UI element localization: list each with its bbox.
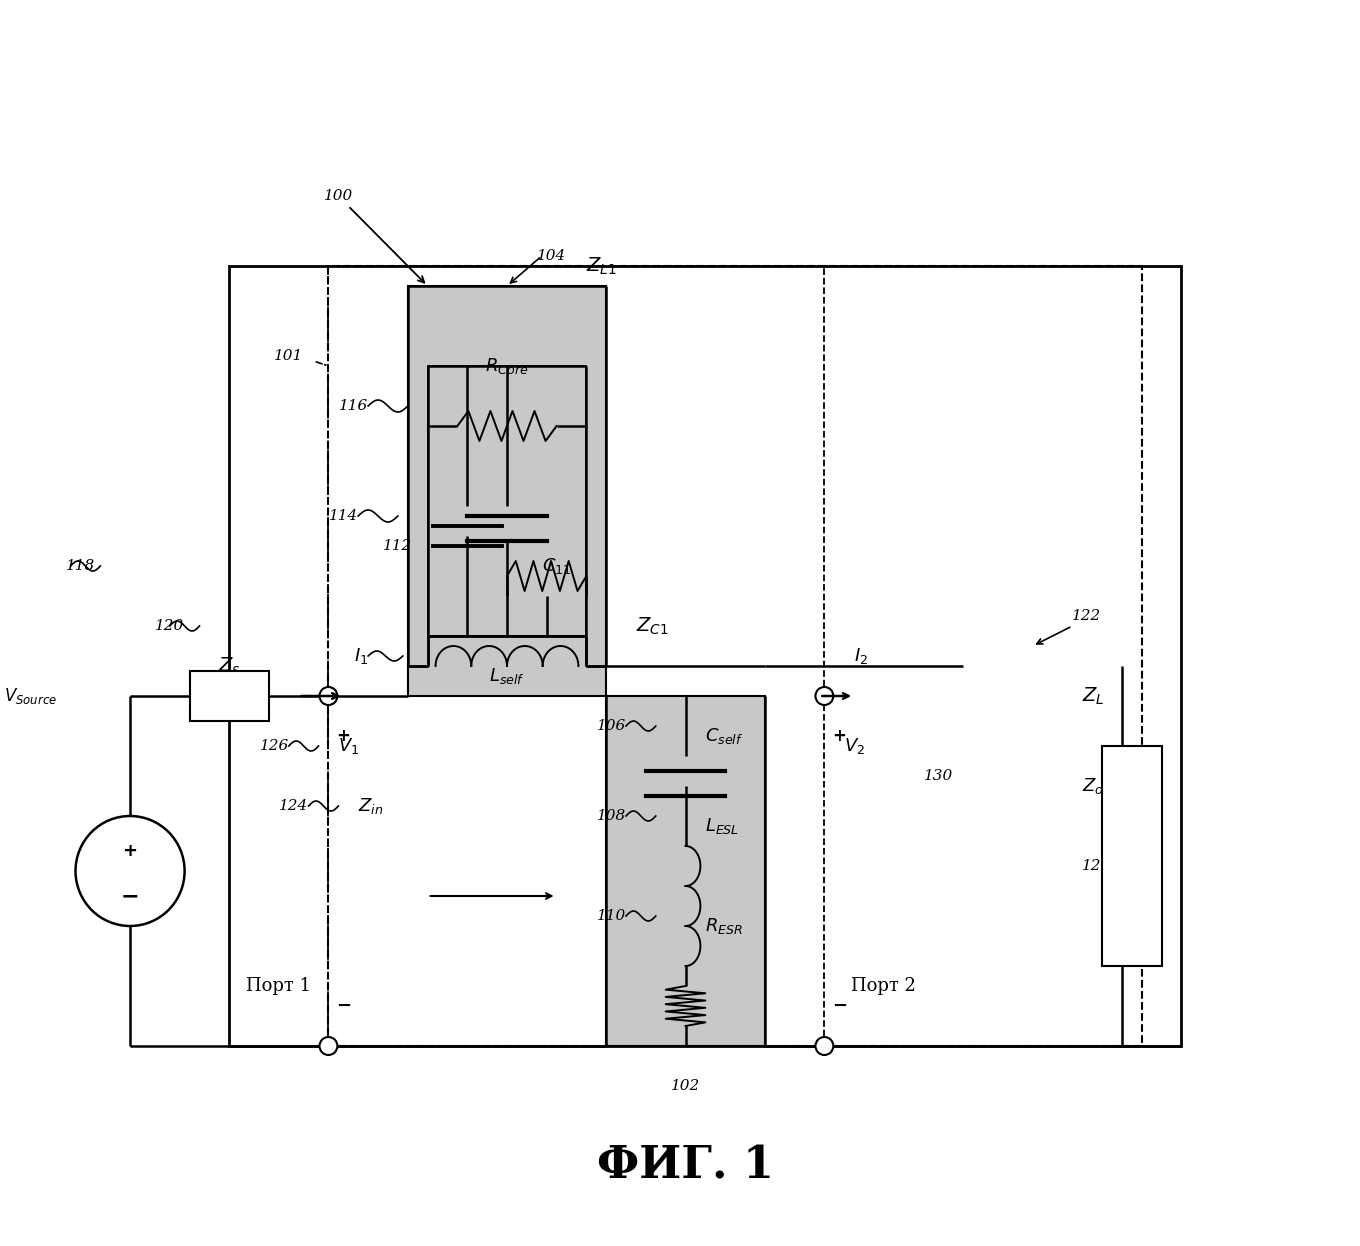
Text: $Z_L$: $Z_L$ <box>1083 685 1104 706</box>
Text: 100: 100 <box>324 189 424 283</box>
Text: 110: 110 <box>597 910 626 923</box>
Text: +: + <box>336 726 351 745</box>
Text: 122: 122 <box>1072 609 1102 623</box>
Circle shape <box>320 687 337 705</box>
Bar <box>189 672 269 721</box>
Circle shape <box>320 1037 337 1055</box>
Text: Порт 2: Порт 2 <box>851 977 917 996</box>
Text: $C_{11}$: $C_{11}$ <box>541 556 571 576</box>
Text: −: − <box>832 997 847 1015</box>
Text: $Z_{out}$: $Z_{out}$ <box>1083 776 1118 796</box>
Text: 128: 128 <box>1083 858 1111 873</box>
Text: 126: 126 <box>260 739 288 753</box>
Text: 116: 116 <box>339 399 369 412</box>
Text: 114: 114 <box>329 510 358 523</box>
Text: 104: 104 <box>537 249 566 263</box>
Text: $Z_s$: $Z_s$ <box>218 655 241 677</box>
Text: $V_2$: $V_2$ <box>845 736 865 756</box>
Text: Порт 1: Порт 1 <box>246 977 311 996</box>
Text: 102: 102 <box>670 1079 700 1093</box>
Bar <box>329 265 1142 1045</box>
Text: $L_{self}$: $L_{self}$ <box>490 667 525 687</box>
Text: $V_1$: $V_1$ <box>339 736 359 756</box>
Text: $R_{Core}$: $R_{Core}$ <box>486 356 529 376</box>
Text: $I_2$: $I_2$ <box>854 645 868 667</box>
Circle shape <box>816 687 834 705</box>
Text: 130: 130 <box>923 769 953 782</box>
Text: 108: 108 <box>597 809 626 824</box>
Text: $Z_{L1}$: $Z_{L1}$ <box>586 255 617 277</box>
Bar <box>607 697 764 1045</box>
Text: 106: 106 <box>597 719 626 733</box>
Text: $Z_{C1}$: $Z_{C1}$ <box>636 616 669 637</box>
Text: +: + <box>832 726 846 745</box>
Bar <box>230 265 1182 1045</box>
Text: 120: 120 <box>155 619 185 633</box>
Bar <box>408 287 607 697</box>
Bar <box>427 366 586 635</box>
Text: ФИГ. 1: ФИГ. 1 <box>597 1145 774 1187</box>
Bar <box>1102 746 1161 966</box>
Text: −: − <box>336 997 351 1015</box>
Text: 118: 118 <box>65 559 95 573</box>
Text: $R_{ESR}$: $R_{ESR}$ <box>706 916 744 936</box>
Text: 124: 124 <box>279 799 309 812</box>
Text: $V_{Source}$: $V_{Source}$ <box>4 687 57 706</box>
Circle shape <box>816 1037 834 1055</box>
Text: $Z_{in}$: $Z_{in}$ <box>358 796 384 816</box>
Text: −: − <box>121 886 139 906</box>
Text: +: + <box>122 842 137 860</box>
Text: 112: 112 <box>384 540 412 553</box>
Text: $I_1$: $I_1$ <box>354 645 369 667</box>
Text: $C_{self}$: $C_{self}$ <box>706 726 744 746</box>
Text: 101: 101 <box>275 349 303 363</box>
Circle shape <box>76 816 185 926</box>
Text: $L_{ESL}$: $L_{ESL}$ <box>706 816 740 836</box>
